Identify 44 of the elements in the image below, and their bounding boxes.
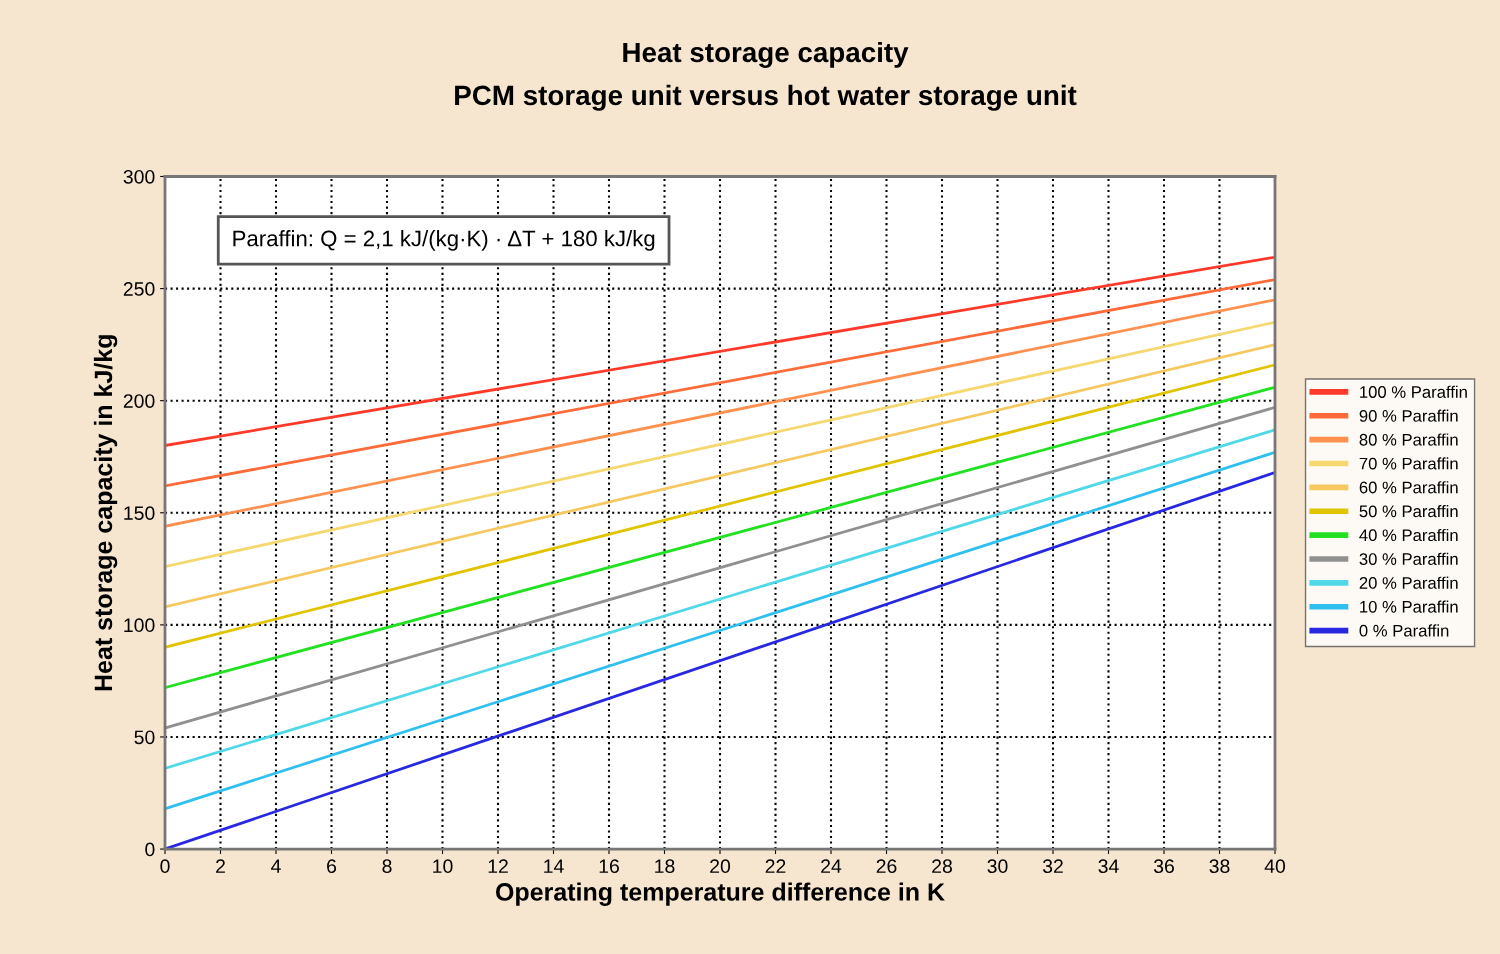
x-tick-label: 28 <box>932 859 952 874</box>
legend-label: 60 % Paraffin <box>1359 481 1458 494</box>
chart-subtitle: PCM storage unit versus hot water storage unit <box>455 84 1077 111</box>
legend-label: 10 % Paraffin <box>1360 600 1458 613</box>
x-tick-label: 30 <box>987 859 1008 874</box>
x-tick-label: 12 <box>488 859 508 873</box>
x-tick-label: 22 <box>765 859 786 873</box>
y-tick-label: 0 <box>145 842 155 857</box>
y-tick-label: 150 <box>124 506 155 521</box>
x-tick-label: 34 <box>1098 859 1119 874</box>
legend-label: 80 % Paraffin <box>1359 433 1458 446</box>
legend-label: 70 % Paraffin <box>1359 457 1458 470</box>
chart-title: Heat storage capacity <box>623 41 909 68</box>
x-tick-label: 18 <box>655 859 675 874</box>
y-tick-label: 50 <box>134 730 155 745</box>
y-tick-label: 250 <box>123 282 155 296</box>
legend-label: 0 % Paraffin <box>1359 624 1449 637</box>
annotation: Paraffin: Q = 2,1 kJ/(kg·K) · ΔT + 180 kJ/kg <box>233 230 655 251</box>
x-axis-title: Operating temperature difference in K <box>495 882 945 906</box>
x-tick-label: 10 <box>433 859 453 874</box>
x-tick-label: 32 <box>1042 859 1063 874</box>
x-tick-label: 38 <box>1209 859 1230 874</box>
legend-label: 100 % Paraffin <box>1360 385 1467 398</box>
y-tick-label: 100 <box>124 618 155 633</box>
x-tick-label: 2 <box>216 859 225 873</box>
x-tick-label: 36 <box>1153 859 1174 874</box>
x-tick-label: 40 <box>1264 859 1286 874</box>
legend-label: 40 % Paraffin <box>1359 528 1458 542</box>
legend-label: 50 % Paraffin <box>1359 505 1458 518</box>
x-tick-label: 20 <box>710 859 731 874</box>
x-tick-label: 0 <box>160 859 170 874</box>
legend-label: 30 % Paraffin <box>1359 552 1458 565</box>
y-tick-label: 200 <box>123 394 155 408</box>
y-axis-title: Heat storage capacity in kJ/kg <box>93 335 118 691</box>
y-tick-label: 300 <box>123 169 155 184</box>
x-tick-label: 14 <box>544 859 564 873</box>
legend-label: 20 % Paraffin <box>1359 576 1458 589</box>
x-tick-label: 16 <box>599 859 619 874</box>
x-tick-label: 4 <box>271 859 281 873</box>
x-tick-label: 24 <box>821 859 842 873</box>
x-tick-label: 26 <box>876 859 897 874</box>
x-tick-label: 8 <box>382 859 392 874</box>
x-tick-label: 6 <box>327 859 337 874</box>
legend-label: 90 % Paraffin <box>1359 409 1458 422</box>
